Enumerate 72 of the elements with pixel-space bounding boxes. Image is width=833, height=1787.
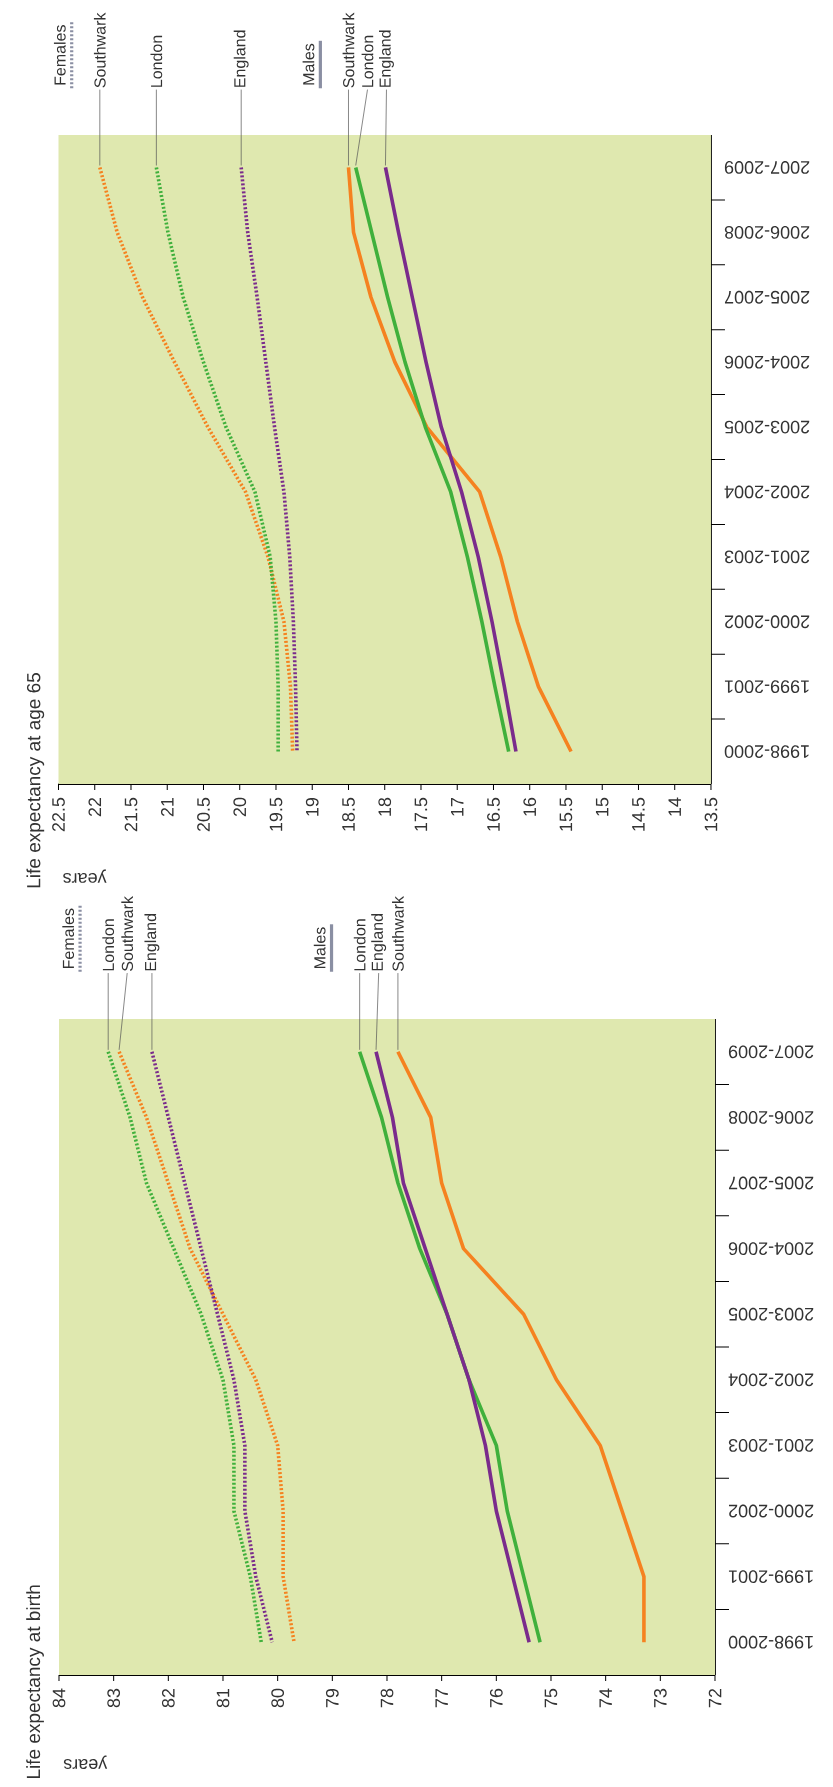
- text: Southwark: [342, 12, 355, 88]
- x-tick-label: 78: [380, 1688, 394, 1708]
- y-tick-label: 2007-2009: [724, 161, 810, 174]
- text: Southwark: [93, 12, 106, 88]
- text: England: [379, 30, 394, 87]
- text: Life expectancy at birth: [26, 1585, 44, 1778]
- x-tick-label: 20.5: [197, 797, 210, 832]
- x-tick-label: 76: [489, 1688, 503, 1708]
- y-tick-label: 2006-2008: [728, 1111, 814, 1124]
- y-tick-label: 1998-2000: [724, 745, 809, 758]
- x-axis-title: years: [63, 869, 107, 883]
- y-tick-label: 1999-2001: [724, 680, 809, 694]
- x-tick-label: 77: [435, 1688, 448, 1708]
- text: Females: [62, 908, 75, 969]
- y-tick-label: 2005-2007: [724, 290, 810, 304]
- y-tick-label: 2004-2006: [728, 1242, 814, 1255]
- x-tick-label: 14: [668, 797, 681, 816]
- x-tick-label: 22: [88, 797, 102, 817]
- x-tick-label: 21.5: [124, 797, 138, 832]
- y-tick-label: 2003-2005: [724, 420, 810, 434]
- text: London: [361, 35, 374, 87]
- y-tick-label: 2006-2008: [724, 225, 810, 239]
- x-tick-label: 22.5: [52, 797, 65, 832]
- x-axis-title: years: [63, 1755, 108, 1769]
- x-tick-label: 14.5: [632, 797, 645, 831]
- x-tick-label: 73: [653, 1688, 667, 1708]
- x-tick-label: 15: [595, 797, 609, 816]
- x-tick-label: 18.5: [342, 797, 355, 831]
- y-tick-label: 2001-2003: [728, 1439, 814, 1452]
- x-tick-label: 80: [271, 1688, 285, 1708]
- y-tick-label: 2002-2004: [728, 1373, 814, 1387]
- x-tick-label: 19: [305, 797, 319, 816]
- y-tick-label: 2004-2006: [724, 355, 810, 369]
- x-tick-label: 16.5: [487, 797, 500, 831]
- text: Males: [302, 43, 315, 85]
- x-tick-label: 84: [52, 1688, 66, 1708]
- x-tick-label: 74: [599, 1688, 612, 1708]
- x-tick-label: 75: [544, 1688, 558, 1708]
- y-tick-label: 1998-2000: [728, 1635, 813, 1649]
- y-tick-label: 2000-2002: [724, 615, 810, 629]
- y-tick-label: 2003-2005: [728, 1307, 814, 1321]
- x-tick-label: 20: [233, 797, 247, 817]
- y-tick-label: 2000-2002: [728, 1504, 814, 1518]
- x-tick-label: 83: [107, 1688, 121, 1708]
- x-tick-label: 82: [161, 1688, 175, 1708]
- x-tick-label: 16: [523, 797, 537, 816]
- text: Southwark: [121, 896, 134, 971]
- text: London: [150, 35, 163, 87]
- x-tick-label: 15.5: [559, 797, 573, 831]
- x-tick-label: 13.5: [704, 797, 718, 831]
- text: Females: [53, 25, 66, 85]
- y-tick-label: 2007-2009: [728, 1045, 814, 1059]
- y-tick-label: 2001-2003: [724, 550, 810, 564]
- x-tick-label: 17: [451, 797, 464, 816]
- text: Males: [313, 927, 326, 969]
- x-tick-label: 72: [708, 1688, 722, 1708]
- x-tick-label: 81: [216, 1688, 230, 1708]
- x-tick-label: 17.5: [414, 797, 428, 831]
- y-tick-label: 2005-2007: [728, 1176, 814, 1190]
- x-tick-label: 79: [325, 1688, 339, 1708]
- y-tick-label: 2002-2004: [724, 485, 810, 499]
- x-tick-label: 19.5: [269, 797, 283, 831]
- y-tick-label: 1999-2001: [728, 1570, 813, 1583]
- text: London: [102, 919, 115, 971]
- text: Life expectancy at age 65: [26, 673, 45, 888]
- text: London: [353, 919, 366, 971]
- text: England: [144, 913, 160, 971]
- text: Southwark: [392, 896, 404, 971]
- x-tick-label: 21: [160, 797, 174, 817]
- text: England: [371, 913, 387, 971]
- text: England: [233, 30, 249, 87]
- x-tick-label: 18: [378, 797, 392, 816]
